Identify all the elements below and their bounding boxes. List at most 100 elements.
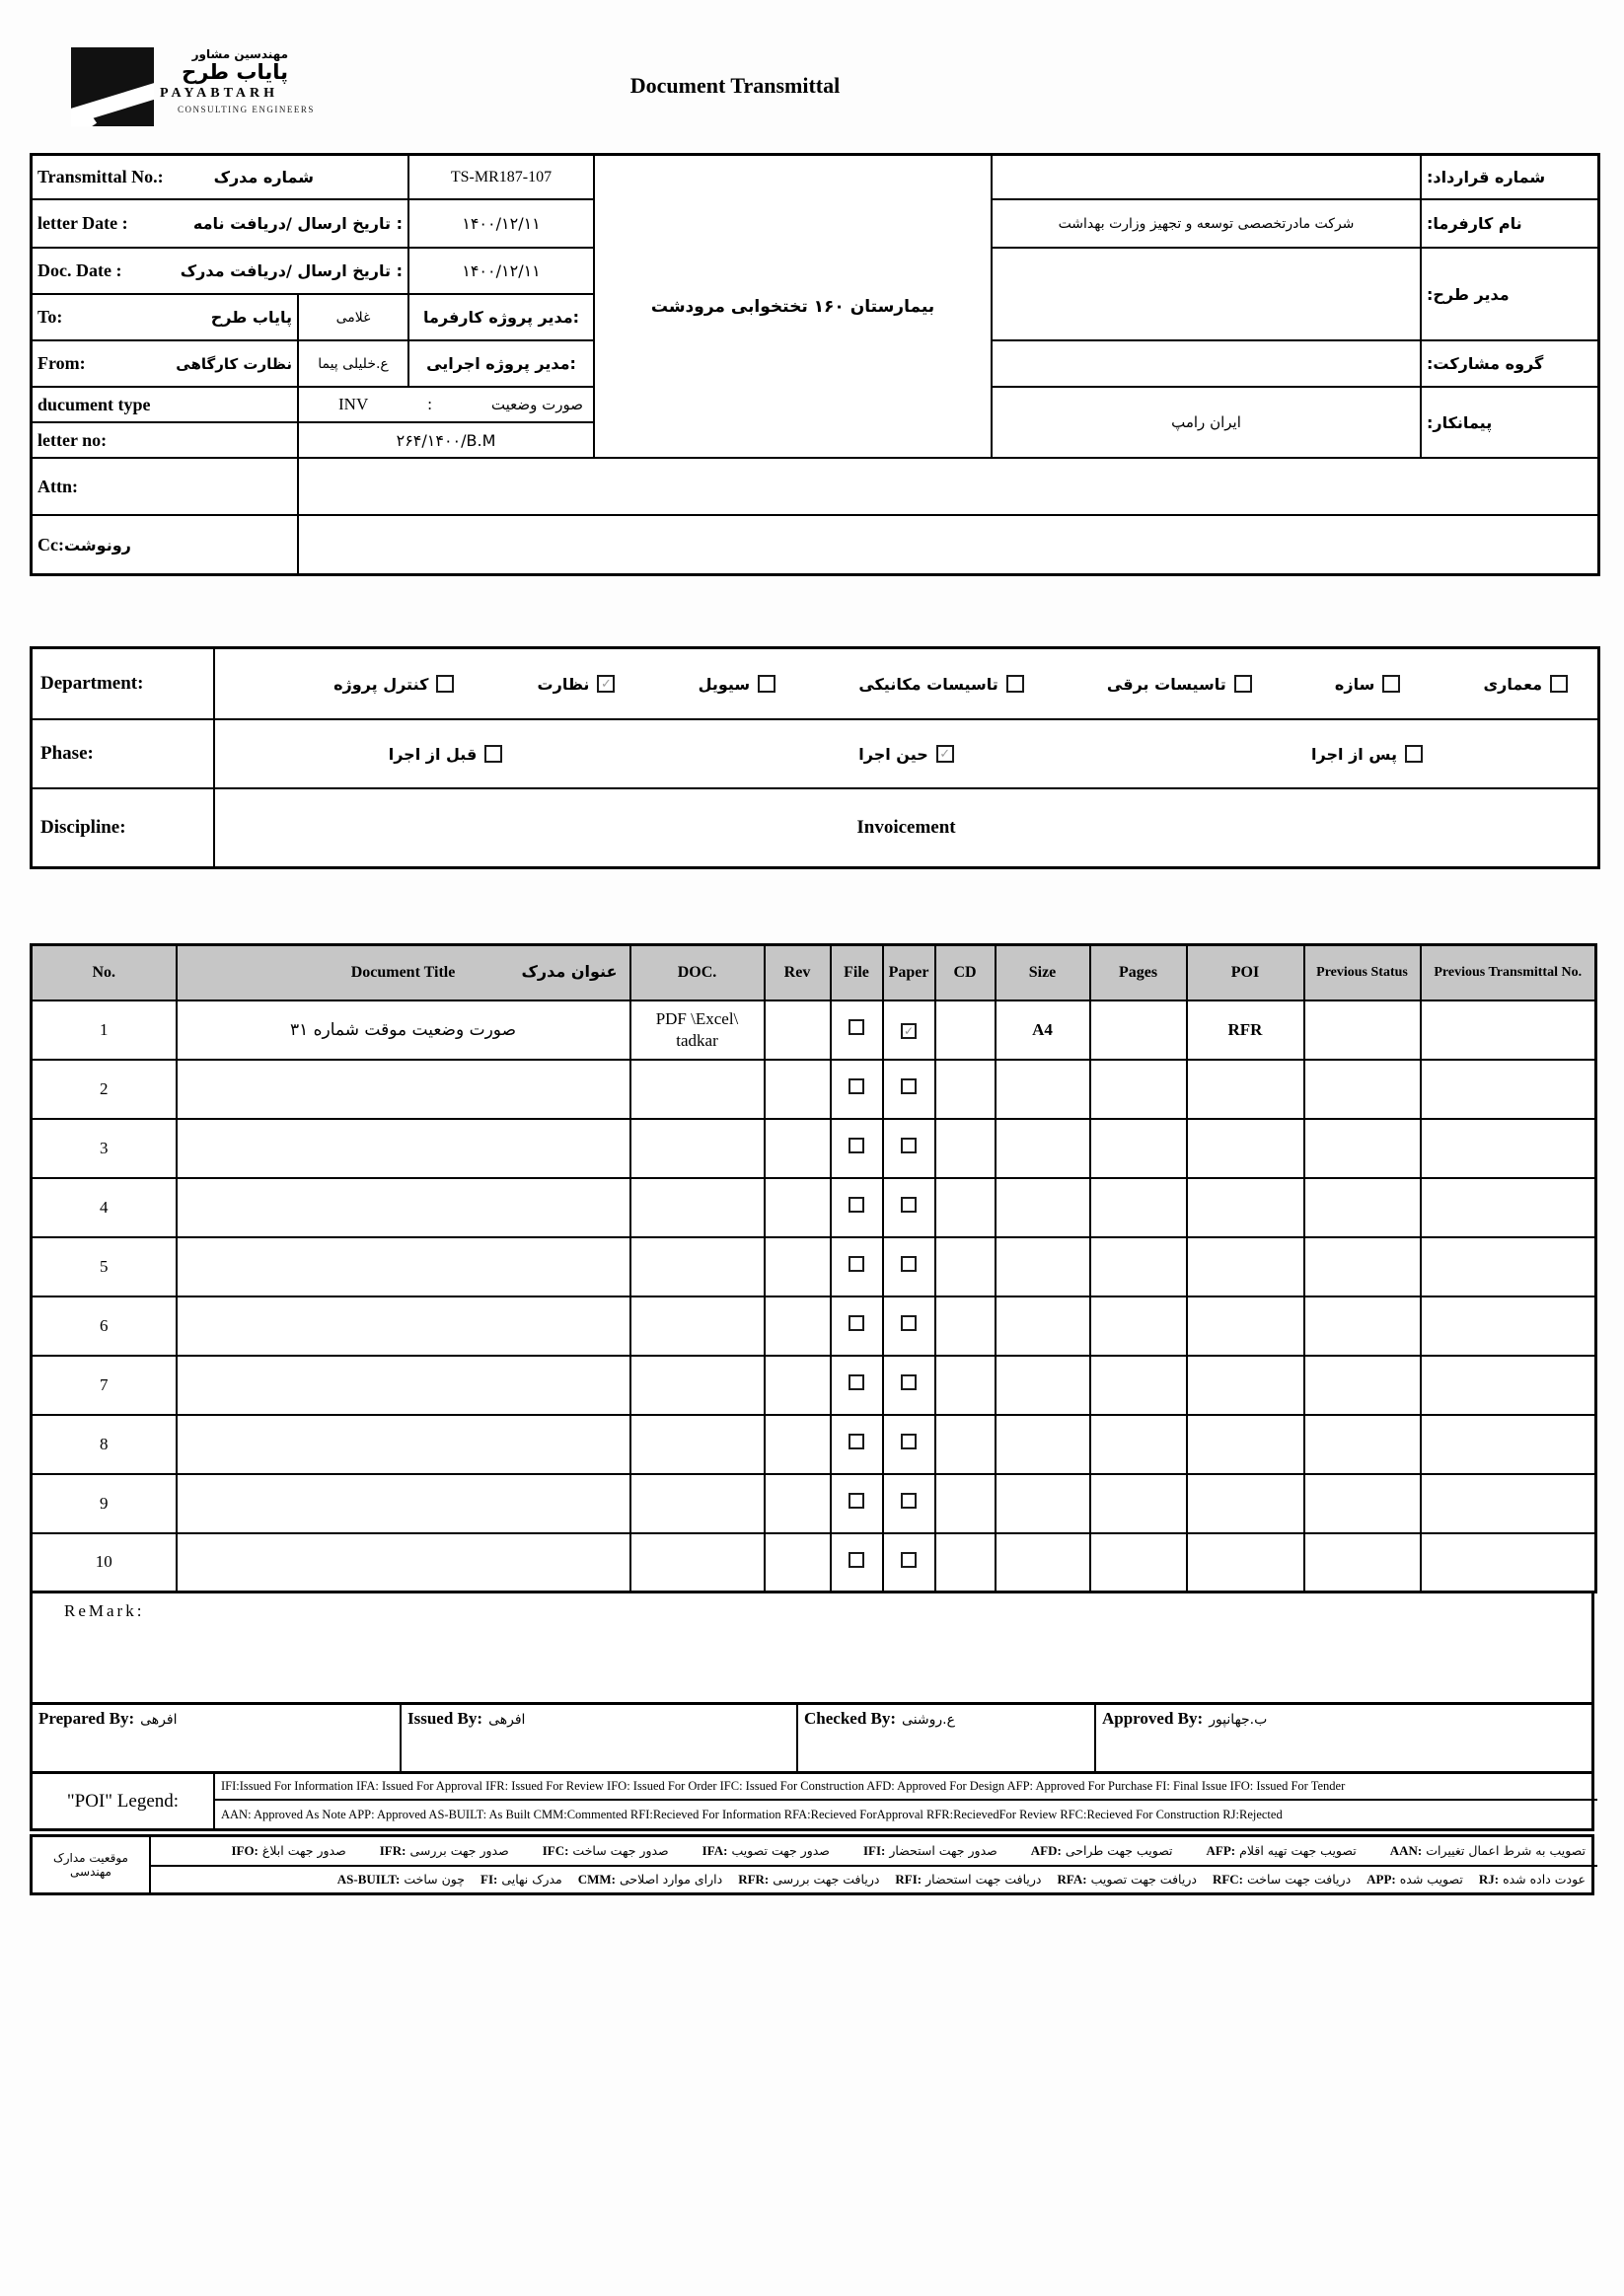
paper-checkbox[interactable]: [901, 1434, 917, 1449]
row-doc: [628, 1235, 766, 1297]
file-checkbox[interactable]: [849, 1315, 864, 1331]
department-option[interactable]: سازه: [1335, 675, 1401, 694]
contractor-value[interactable]: ایران رامپ: [993, 388, 1422, 459]
poi-legend-label: "POI" Legend:: [33, 1774, 215, 1828]
paper-checkbox[interactable]: ✓: [901, 1023, 917, 1039]
legend-code: IFI:: [862, 1843, 886, 1858]
legend-item: FI: مدرک نهایی: [480, 1872, 562, 1888]
paper-checkbox[interactable]: [901, 1138, 917, 1153]
checkbox[interactable]: [1404, 745, 1423, 763]
checkbox[interactable]: ✓: [597, 675, 616, 693]
department-items: معماری سازه تاسیسات برقی تاسیسات مکانیکی سیو…: [215, 649, 1597, 720]
row-pages: [1088, 1531, 1188, 1593]
contract-no-label: شماره قرارداد:: [1422, 156, 1597, 200]
checkbox[interactable]: [758, 675, 776, 693]
checkbox[interactable]: [436, 675, 455, 693]
paper-checkbox[interactable]: [901, 1493, 917, 1509]
legend-text: دارای موارد اصلاحی: [620, 1872, 723, 1887]
department-option[interactable]: ✓ نظارت: [538, 675, 616, 694]
from-person[interactable]: ع.خلیلی پیما: [299, 341, 409, 388]
department-label: Department:: [33, 649, 215, 720]
file-checkbox-cell: [829, 1295, 884, 1357]
letter-no-value[interactable]: ۲۶۴/۱۴۰۰/B.M: [299, 423, 595, 459]
paper-checkbox[interactable]: [901, 1315, 917, 1331]
file-checkbox[interactable]: [849, 1493, 864, 1509]
page-title: Document Transmittal: [629, 73, 841, 98]
col-rev: Rev: [763, 943, 832, 1001]
col-paper: Paper: [881, 943, 936, 1001]
legend-item: RFI: دریافت جهت استحضار: [895, 1872, 1041, 1888]
issued-by-cell[interactable]: Issued By: افرهی: [402, 1705, 798, 1771]
row-no: 8: [30, 1413, 178, 1475]
phase-option[interactable]: پس از اجرا: [1137, 745, 1597, 764]
file-checkbox[interactable]: [849, 1138, 864, 1153]
remark-section[interactable]: ReMark:: [30, 1593, 1594, 1705]
row-title: [175, 1058, 631, 1120]
legend-code: AAN:: [1389, 1843, 1423, 1858]
legend-code: IFA:: [701, 1843, 728, 1858]
fa-legend: موقعیت مدارک مهندسی AAN: تصویب به شرط اعم…: [30, 1834, 1597, 1895]
doc-date-value[interactable]: ۱۴۰۰/۱۲/۱۱: [409, 249, 595, 295]
file-checkbox[interactable]: [849, 1197, 864, 1213]
file-checkbox[interactable]: [849, 1256, 864, 1272]
col-document-title: Document Title عنوان مدرک: [175, 943, 631, 1001]
file-checkbox[interactable]: [849, 1551, 864, 1568]
row-prev-transmittal: [1419, 1235, 1597, 1297]
phase-option[interactable]: ✓ حین اجرا: [676, 745, 1137, 764]
approved-by-cell[interactable]: Approved By: ب.جهانپور: [1102, 1709, 1268, 1728]
prepared-by-cell[interactable]: Prepared By: افرهی: [33, 1705, 402, 1771]
checkbox[interactable]: [1382, 675, 1401, 693]
row-rev: [763, 999, 832, 1061]
legend-text: تصویب به شرط اعمال تغییرات: [1426, 1843, 1586, 1858]
document-type-value[interactable]: INV : صورت وضعیت: [299, 388, 595, 423]
department-option[interactable]: سیویل: [699, 675, 776, 694]
file-checkbox[interactable]: [849, 1434, 864, 1449]
transmittal-no-value[interactable]: TS-MR187-107: [409, 156, 595, 200]
file-checkbox[interactable]: [849, 1374, 864, 1390]
jv-group-value[interactable]: [993, 341, 1422, 388]
contract-no-value[interactable]: [993, 156, 1422, 200]
to-person[interactable]: غلامی: [299, 295, 409, 341]
logo-en-name: PAYABTARH: [160, 86, 279, 102]
file-checkbox-cell: [829, 1117, 884, 1179]
design-manager-value[interactable]: [993, 249, 1422, 341]
attn-value[interactable]: [299, 459, 1597, 516]
table-row: 8: [30, 1413, 1597, 1475]
paper-checkbox[interactable]: [901, 1551, 917, 1568]
to-value[interactable]: پایاب طرح: [210, 308, 292, 327]
checked-by-cell[interactable]: Checked By: ع.روشنی: [798, 1705, 1096, 1771]
row-title: صورت وضعیت موقت شماره ۳۱: [175, 999, 631, 1061]
checkbox[interactable]: [484, 745, 503, 763]
discipline-value[interactable]: Invoicement: [856, 817, 956, 838]
checkbox[interactable]: [1005, 675, 1024, 693]
file-checkbox[interactable]: [849, 1078, 864, 1094]
row-doc: [628, 1058, 766, 1120]
row-prev-transmittal: [1419, 1058, 1597, 1120]
paper-checkbox[interactable]: [901, 1078, 917, 1094]
paper-checkbox[interactable]: [901, 1374, 917, 1390]
transmittal-no-label: Transmittal No.: شماره مدرک: [33, 156, 409, 200]
row-poi: [1185, 1117, 1305, 1179]
department-option[interactable]: کنترل پروژه: [333, 675, 455, 694]
from-value[interactable]: نظارت کارگاهی: [176, 354, 292, 373]
letter-date-value[interactable]: ۱۴۰۰/۱۲/۱۱: [409, 200, 595, 249]
row-rev: [763, 1472, 832, 1534]
legend-code: RFR:: [738, 1872, 770, 1887]
row-prev-transmittal: [1419, 1413, 1597, 1475]
department-option[interactable]: تاسیسات مکانیکی: [858, 675, 1024, 694]
checkbox[interactable]: [1233, 675, 1252, 693]
paper-checkbox[interactable]: [901, 1256, 917, 1272]
phase-option[interactable]: قبل از اجرا: [215, 745, 676, 764]
paper-checkbox[interactable]: [901, 1197, 917, 1213]
checkbox[interactable]: [1550, 675, 1568, 693]
file-checkbox-cell: [829, 1058, 884, 1120]
client-value[interactable]: شرکت مادرتخصصی توسعه و تجهیز وزارت بهداش…: [993, 200, 1422, 249]
row-title: [175, 1176, 631, 1238]
department-option[interactable]: معماری: [1483, 675, 1568, 694]
cc-value[interactable]: [299, 516, 1597, 573]
row-cd: [933, 1413, 997, 1475]
department-option[interactable]: تاسیسات برقی: [1107, 675, 1252, 694]
legend-text: صدور جهت ساخت: [572, 1843, 669, 1858]
checkbox[interactable]: ✓: [935, 745, 954, 763]
file-checkbox[interactable]: [849, 1019, 864, 1035]
